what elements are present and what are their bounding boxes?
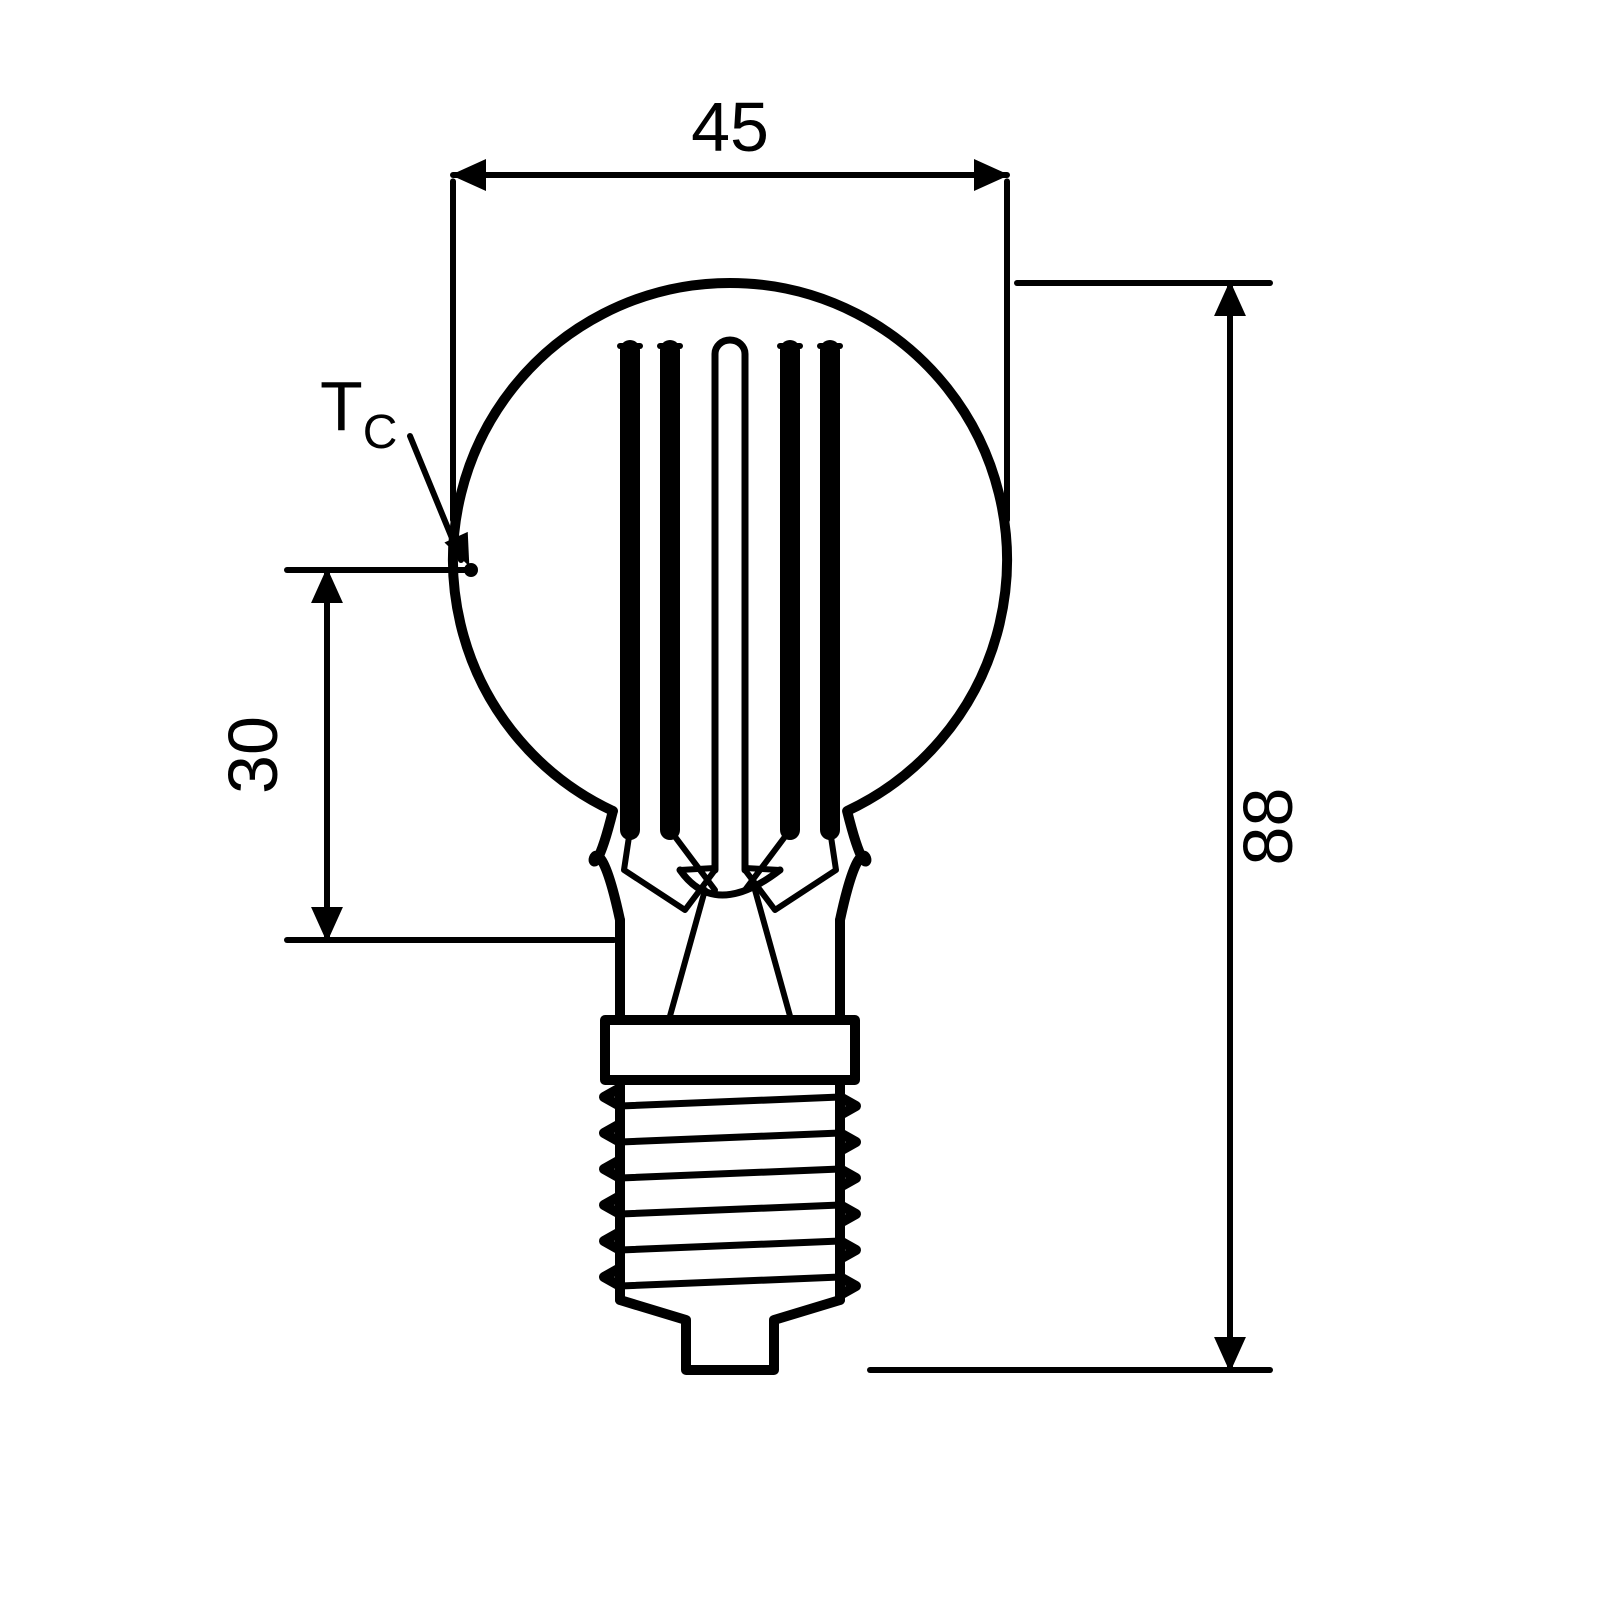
bulb-glass-left: [594, 811, 620, 920]
collar: [605, 1020, 855, 1080]
dim-width-label: 45: [691, 88, 769, 166]
bulb-dimension-diagram: 45 88 30 TC: [0, 0, 1600, 1600]
bulb-glass-right: [453, 283, 1007, 920]
stem: [715, 340, 745, 870]
base-tip: [620, 1300, 840, 1370]
dim-30-label: 30: [214, 716, 292, 794]
tc-label: TC: [320, 367, 397, 459]
dim-height-label: 88: [1229, 788, 1307, 866]
